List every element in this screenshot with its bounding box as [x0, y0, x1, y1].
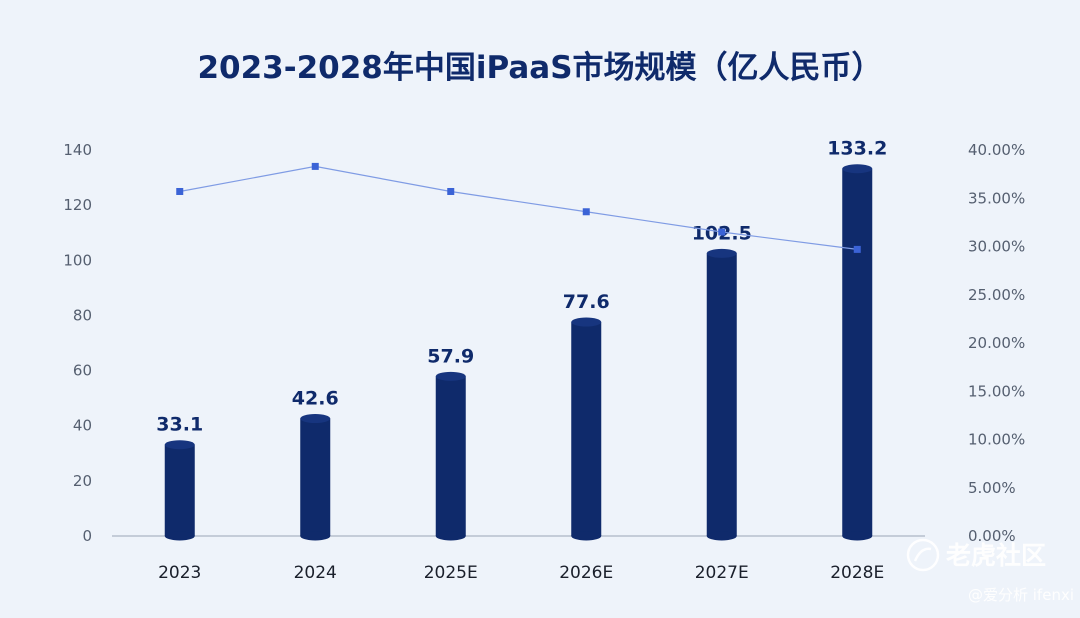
x-axis-tick: 2023 — [158, 563, 201, 583]
x-axis-tick: 2024 — [294, 563, 337, 583]
watermark: 老虎社区 @爱分析 ifenxi — [906, 538, 1074, 604]
bar — [571, 317, 602, 541]
right-axis-tick: 20.00% — [968, 334, 1025, 352]
left-axis-tick: 40 — [73, 417, 92, 435]
line-point — [582, 208, 590, 216]
left-axis-tick: 60 — [73, 362, 92, 380]
watermark-logo-icon — [906, 538, 940, 572]
bar-data-label: 77.6 — [563, 291, 610, 313]
bar-data-labels: 33.142.657.977.6102.5133.2 — [156, 138, 887, 436]
x-axis-tick: 2025E — [424, 563, 478, 583]
x-axis-tick: 2026E — [559, 563, 613, 583]
x-axis-tick: 2028E — [830, 563, 884, 583]
left-axis: 0 20 40 60 80 100 120 140 — [63, 141, 92, 545]
right-axis-tick: 25.00% — [968, 286, 1025, 304]
line-point — [853, 245, 861, 253]
left-axis-tick: 0 — [82, 527, 92, 545]
line-point — [718, 228, 726, 236]
right-axis-tick: 5.00% — [968, 479, 1016, 497]
watermark-title: 老虎社区 — [946, 541, 1046, 570]
left-axis-tick: 100 — [63, 251, 92, 269]
bar — [300, 414, 331, 541]
watermark-source: @爱分析 ifenxi — [968, 586, 1074, 604]
right-axis-tick: 40.00% — [968, 141, 1025, 159]
right-axis-tick: 15.00% — [968, 382, 1025, 400]
line-point — [176, 187, 184, 195]
line-point — [311, 162, 319, 170]
right-axis-tick: 10.00% — [968, 431, 1025, 449]
left-axis-tick: 140 — [63, 141, 92, 159]
chart-title: 2023-2028年中国iPaaS市场规模（亿人民币） — [197, 50, 882, 86]
right-axis-tick: 35.00% — [968, 189, 1025, 207]
right-axis-tick: 0.00% — [968, 527, 1016, 545]
right-axis: 0.00% 5.00% 10.00% 15.00% 20.00% 25.00% 30.00%… — [968, 141, 1025, 545]
growth-line — [179, 165, 858, 250]
left-axis-tick: 120 — [63, 196, 92, 214]
left-axis-tick: 80 — [73, 306, 92, 324]
bar-data-label: 133.2 — [827, 138, 887, 160]
bar-data-label: 33.1 — [156, 414, 203, 436]
x-axis-tick: 2027E — [695, 563, 749, 583]
bar-data-label: 57.9 — [427, 345, 474, 367]
left-axis-tick: 20 — [73, 472, 92, 490]
right-axis-tick: 30.00% — [968, 238, 1025, 256]
bar — [706, 248, 737, 541]
bar — [435, 371, 466, 541]
line-point — [447, 187, 455, 195]
line-series — [176, 162, 861, 253]
bar — [164, 440, 195, 541]
bar — [842, 164, 873, 541]
bar-data-label: 42.6 — [292, 388, 339, 410]
x-axis: 2023 2024 2025E 2026E 2027E 2028E — [158, 563, 884, 583]
bar-series — [164, 164, 873, 541]
watermark-logo-mark — [913, 547, 932, 562]
